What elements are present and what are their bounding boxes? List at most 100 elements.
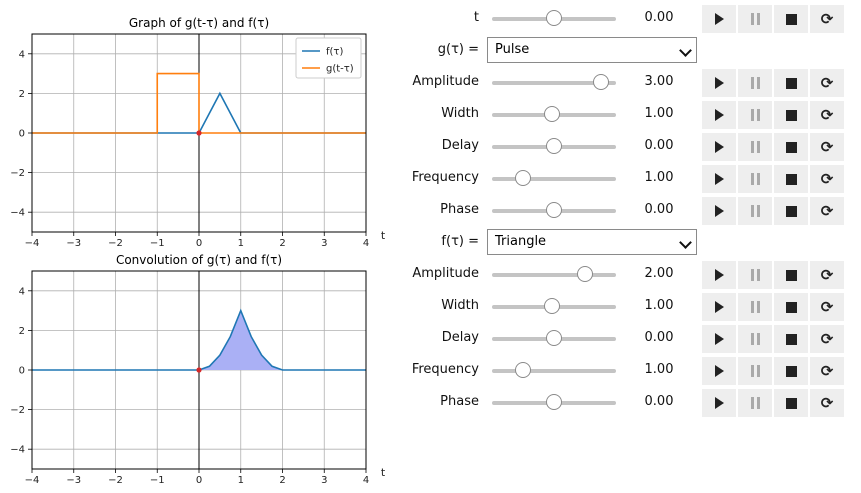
play-button[interactable]	[702, 261, 736, 289]
param-slider-handle[interactable]	[546, 202, 562, 218]
g-function-select[interactable]: Pulse	[487, 37, 697, 63]
param-slider-handle[interactable]	[543, 106, 560, 122]
delay-slider[interactable]	[492, 330, 616, 346]
param-slider-handle[interactable]	[577, 266, 593, 282]
x-tick-label: 3	[321, 475, 327, 486]
y-tick-label: 2	[19, 326, 25, 337]
play-button[interactable]	[702, 325, 736, 353]
loop-button[interactable]: ⟳	[810, 133, 844, 161]
stop-button[interactable]	[774, 197, 808, 225]
phase-slider[interactable]	[492, 202, 616, 218]
pause-button[interactable]	[738, 69, 772, 97]
play-button[interactable]	[702, 101, 736, 129]
play-button[interactable]	[702, 293, 736, 321]
pause-icon	[750, 141, 760, 153]
y-tick-label: 4	[19, 286, 25, 297]
pause-button[interactable]	[738, 357, 772, 385]
t-slider[interactable]	[492, 10, 616, 26]
y-tick-label: −2	[10, 405, 25, 416]
frequency-value: 1.00	[644, 170, 674, 185]
stop-icon	[785, 77, 797, 89]
pause-button[interactable]	[738, 389, 772, 417]
loop-button[interactable]: ⟳	[810, 197, 844, 225]
t-slider-handle[interactable]	[546, 10, 562, 26]
play-button[interactable]	[702, 5, 736, 33]
stop-icon	[785, 13, 797, 25]
play-button[interactable]	[702, 197, 736, 225]
param-slider-handle[interactable]	[546, 394, 562, 410]
stop-button[interactable]	[774, 325, 808, 353]
loop-button[interactable]: ⟳	[810, 325, 844, 353]
play-icon	[714, 77, 724, 89]
pause-button[interactable]	[738, 5, 772, 33]
play-icon	[714, 109, 724, 121]
loop-button[interactable]: ⟳	[810, 389, 844, 417]
t-control-row: t 0.00 ⟳	[395, 4, 855, 33]
amplitude-slider[interactable]	[492, 266, 616, 282]
frequency-slider[interactable]	[492, 362, 616, 378]
stop-button[interactable]	[774, 69, 808, 97]
play-button[interactable]	[702, 357, 736, 385]
param-slider-handle[interactable]	[515, 170, 531, 186]
play-button[interactable]	[702, 389, 736, 417]
param-slider-handle[interactable]	[546, 330, 562, 346]
play-icon	[714, 173, 724, 185]
pause-button[interactable]	[738, 293, 772, 321]
amplitude-slider[interactable]	[492, 74, 616, 90]
stop-button[interactable]	[774, 5, 808, 33]
play-icon	[714, 13, 724, 25]
pause-button[interactable]	[738, 261, 772, 289]
param-slider-handle[interactable]	[546, 138, 562, 154]
pause-button[interactable]	[738, 133, 772, 161]
loop-icon: ⟳	[820, 265, 834, 284]
frequency-slider[interactable]	[492, 170, 616, 186]
g-delay-row: Delay 0.00 ⟳	[395, 132, 855, 161]
loop-button[interactable]: ⟳	[810, 101, 844, 129]
play-button[interactable]	[702, 133, 736, 161]
pause-button[interactable]	[738, 165, 772, 193]
stop-icon	[785, 269, 797, 281]
pause-button[interactable]	[738, 325, 772, 353]
stop-button[interactable]	[774, 389, 808, 417]
loop-button[interactable]: ⟳	[810, 69, 844, 97]
stop-button[interactable]	[774, 357, 808, 385]
pause-icon	[750, 109, 760, 121]
phase-label: Phase	[440, 394, 479, 409]
phase-slider[interactable]	[492, 394, 616, 410]
param-playback-buttons: ⟳	[702, 197, 844, 225]
loop-button[interactable]: ⟳	[810, 261, 844, 289]
param-slider-handle[interactable]	[592, 74, 609, 90]
loop-icon: ⟳	[820, 201, 834, 220]
stop-button[interactable]	[774, 293, 808, 321]
width-label: Width	[441, 106, 479, 121]
loop-button[interactable]: ⟳	[810, 293, 844, 321]
pause-icon	[750, 397, 760, 409]
play-icon	[714, 205, 724, 217]
param-slider-handle[interactable]	[515, 362, 531, 378]
y-tick-label: −2	[10, 168, 25, 179]
pause-button[interactable]	[738, 197, 772, 225]
loop-button[interactable]: ⟳	[810, 5, 844, 33]
pause-button[interactable]	[738, 101, 772, 129]
delay-slider[interactable]	[492, 138, 616, 154]
play-button[interactable]	[702, 165, 736, 193]
loop-icon: ⟳	[820, 9, 834, 28]
play-button[interactable]	[702, 69, 736, 97]
width-slider[interactable]	[492, 298, 616, 314]
width-slider[interactable]	[492, 106, 616, 122]
stop-button[interactable]	[774, 133, 808, 161]
x-tick-label: 2	[279, 238, 285, 249]
f-function-select[interactable]: Triangle	[487, 229, 697, 255]
loop-button[interactable]: ⟳	[810, 357, 844, 385]
stop-button[interactable]	[774, 165, 808, 193]
delay-value: 0.00	[644, 330, 674, 345]
loop-icon: ⟳	[820, 329, 834, 348]
stop-button[interactable]	[774, 261, 808, 289]
stop-button[interactable]	[774, 101, 808, 129]
loop-button[interactable]: ⟳	[810, 165, 844, 193]
series-line-1	[32, 308, 366, 371]
loop-icon: ⟳	[820, 297, 834, 316]
param-slider-handle[interactable]	[543, 298, 560, 314]
loop-icon: ⟳	[820, 393, 834, 412]
amplitude-value: 2.00	[644, 266, 674, 281]
